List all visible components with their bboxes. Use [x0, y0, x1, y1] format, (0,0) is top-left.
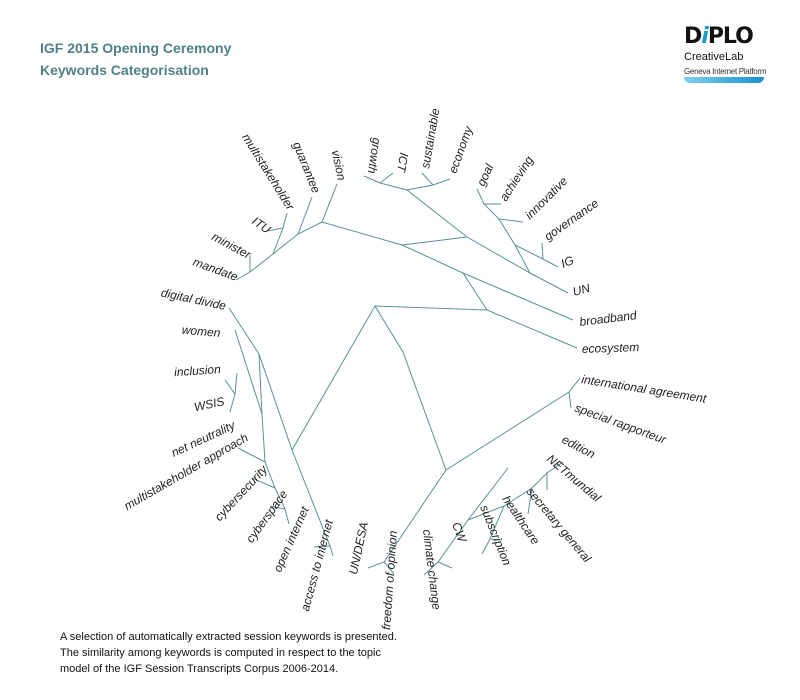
edge — [462, 272, 578, 349]
diplo-logo: DiPLO CreativeLab Geneva Internet Platfo… — [684, 26, 768, 83]
edge — [363, 175, 569, 294]
edge — [498, 218, 524, 223]
logo-wordmark: DiPLO — [684, 24, 754, 49]
edge — [367, 377, 581, 569]
keyword-label: cyberspace — [243, 487, 291, 545]
keyword-label: multistakeholder — [239, 131, 298, 213]
edge — [251, 477, 276, 489]
keyword-label: vision — [329, 149, 349, 182]
logo-swoosh-icon — [684, 77, 764, 83]
logo-creativelab: CreativeLab — [684, 51, 744, 63]
keyword-label: inclusion — [174, 362, 222, 379]
keyword-label: WSIS — [193, 394, 226, 414]
description-line: A selection of automatically extracted s… — [60, 631, 397, 643]
keyword-label: digital divide — [160, 286, 228, 313]
keyword-label: ICT — [394, 151, 411, 174]
keyword-label: ecosystem — [582, 340, 640, 356]
description-line: The similarity among keywords is compute… — [60, 647, 381, 659]
keyword-label: access to internet — [298, 518, 336, 613]
edge — [527, 487, 533, 515]
keyword-label: economy — [446, 124, 476, 175]
edge — [374, 305, 488, 311]
keyword-label: minister — [209, 230, 254, 263]
edge — [229, 393, 236, 413]
keyword-labels: mandate minister ITU multistakeholder gu… — [122, 107, 708, 630]
page-title: IGF 2015 Opening Ceremony — [40, 40, 232, 56]
keyword-label: ITU — [249, 214, 273, 237]
edge — [237, 447, 266, 463]
edge — [432, 178, 451, 186]
edge — [266, 227, 284, 255]
keyword-label: achieving — [497, 153, 537, 203]
edge — [234, 329, 263, 415]
edge — [282, 212, 288, 229]
edge — [476, 188, 531, 274]
edge — [258, 353, 334, 557]
keyword-label: freedom of opinion — [379, 530, 400, 630]
keyword-label: CW — [449, 520, 470, 545]
edge — [383, 561, 395, 575]
logo-platform: Geneva Internet Platform — [684, 67, 767, 76]
edge — [437, 561, 453, 569]
description-line: model of the IGF Session Transcripts Cor… — [60, 663, 339, 675]
keyword-label: women — [181, 323, 221, 340]
edge — [269, 505, 286, 510]
keyword-label: growth — [365, 137, 384, 175]
edge — [235, 221, 574, 321]
edge — [401, 236, 468, 246]
edge — [313, 545, 331, 548]
edge — [374, 305, 447, 471]
description: A selection of automatically extracted s… — [60, 629, 397, 677]
edge — [224, 372, 238, 396]
keyword-label: international agreement — [581, 372, 708, 406]
keyword-label: UN/DESA — [346, 521, 371, 576]
keyword-label: special rapporteur — [573, 401, 669, 447]
edge — [423, 467, 509, 576]
edge — [406, 172, 434, 191]
keyword-label: innovative — [522, 174, 570, 222]
keyword-label: guarantee — [290, 140, 323, 196]
keyword-label: IG — [559, 253, 576, 271]
edge — [297, 196, 313, 235]
keyword-label: edition — [560, 432, 598, 461]
edge — [379, 172, 394, 184]
edge — [291, 305, 376, 451]
tree-edges — [224, 172, 581, 576]
edge — [541, 242, 544, 260]
keyword-label: mandate — [191, 255, 240, 284]
keyword-label: climate change — [420, 529, 444, 611]
keyword-label: NETmundial — [544, 452, 604, 505]
keyword-label: broadband — [579, 308, 638, 329]
edge — [568, 391, 572, 409]
keyword-label: UN — [571, 281, 592, 299]
page-subtitle: Keywords Categorisation — [40, 62, 209, 78]
edge — [321, 183, 338, 223]
keyword-label: sustainable — [418, 107, 442, 170]
keyword-label: secretary general — [524, 485, 595, 565]
edge — [489, 538, 503, 541]
keyword-label: goal — [474, 161, 496, 188]
